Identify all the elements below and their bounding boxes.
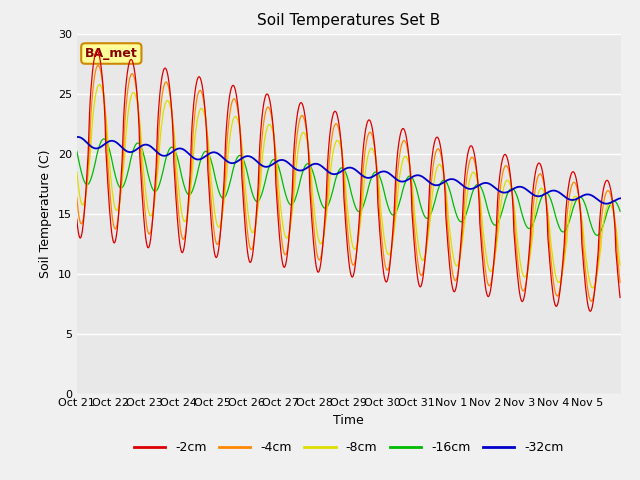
Title: Soil Temperatures Set B: Soil Temperatures Set B	[257, 13, 440, 28]
Legend: -2cm, -4cm, -8cm, -16cm, -32cm: -2cm, -4cm, -8cm, -16cm, -32cm	[129, 436, 568, 459]
Y-axis label: Soil Temperature (C): Soil Temperature (C)	[39, 149, 52, 278]
Text: BA_met: BA_met	[85, 47, 138, 60]
X-axis label: Time: Time	[333, 414, 364, 427]
